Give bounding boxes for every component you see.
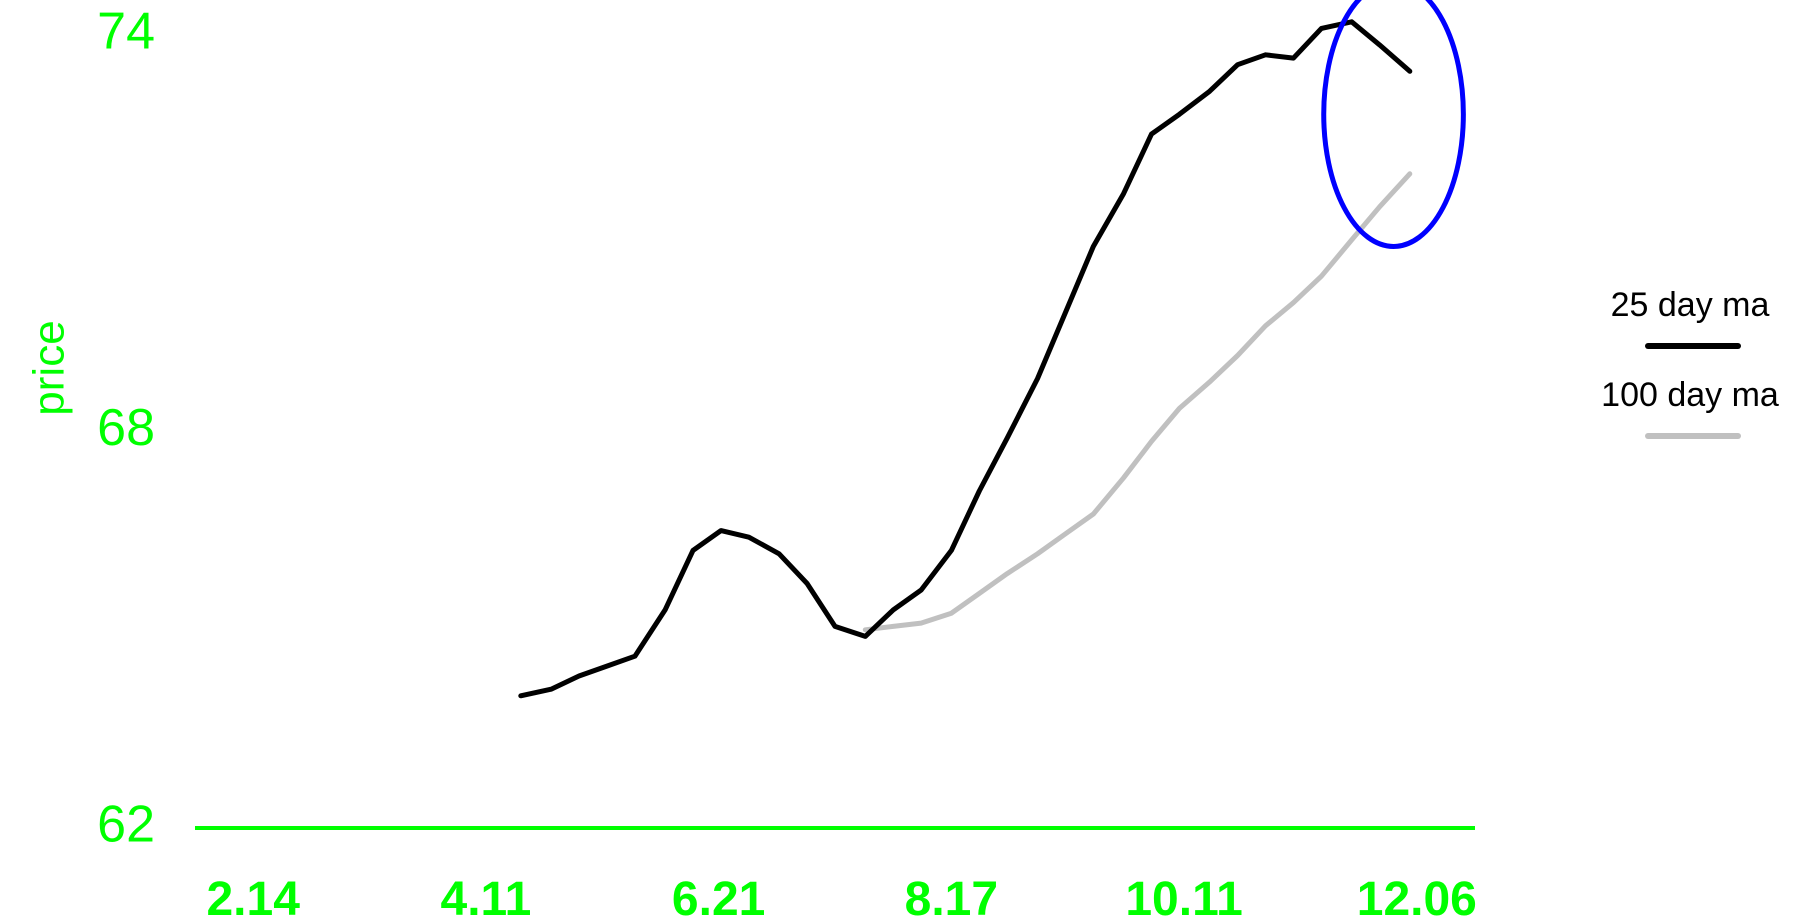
- legend-label: 25 day ma: [1611, 286, 1770, 324]
- highlight-ellipse: [1321, 0, 1466, 249]
- x-tick-label: 6.21: [672, 873, 765, 923]
- y-tick-label: 74: [97, 3, 155, 61]
- y-tick-label: 62: [97, 796, 155, 854]
- legend: 25 day ma 100 day ma: [1601, 286, 1779, 439]
- x-tick-label: 12.06: [1357, 873, 1477, 923]
- y-tick-labels: 74 68 62: [97, 3, 155, 854]
- x-tick-labels: 2.14 4.11 6.21 8.17 10.11 12.06: [206, 873, 1476, 923]
- x-tick-label: 10.11: [1125, 873, 1242, 923]
- y-tick-label: 68: [97, 399, 155, 457]
- x-tick-label: 2.14: [206, 873, 300, 923]
- series-lines: [518, 19, 1413, 699]
- legend-label: 100 day ma: [1601, 376, 1779, 414]
- series-line-100-day-ma: [862, 171, 1413, 633]
- x-tick-label: 4.11: [441, 873, 532, 923]
- series-line-25-day-ma: [518, 19, 1413, 699]
- y-axis-label: price: [25, 320, 74, 415]
- x-tick-label: 8.17: [905, 873, 998, 923]
